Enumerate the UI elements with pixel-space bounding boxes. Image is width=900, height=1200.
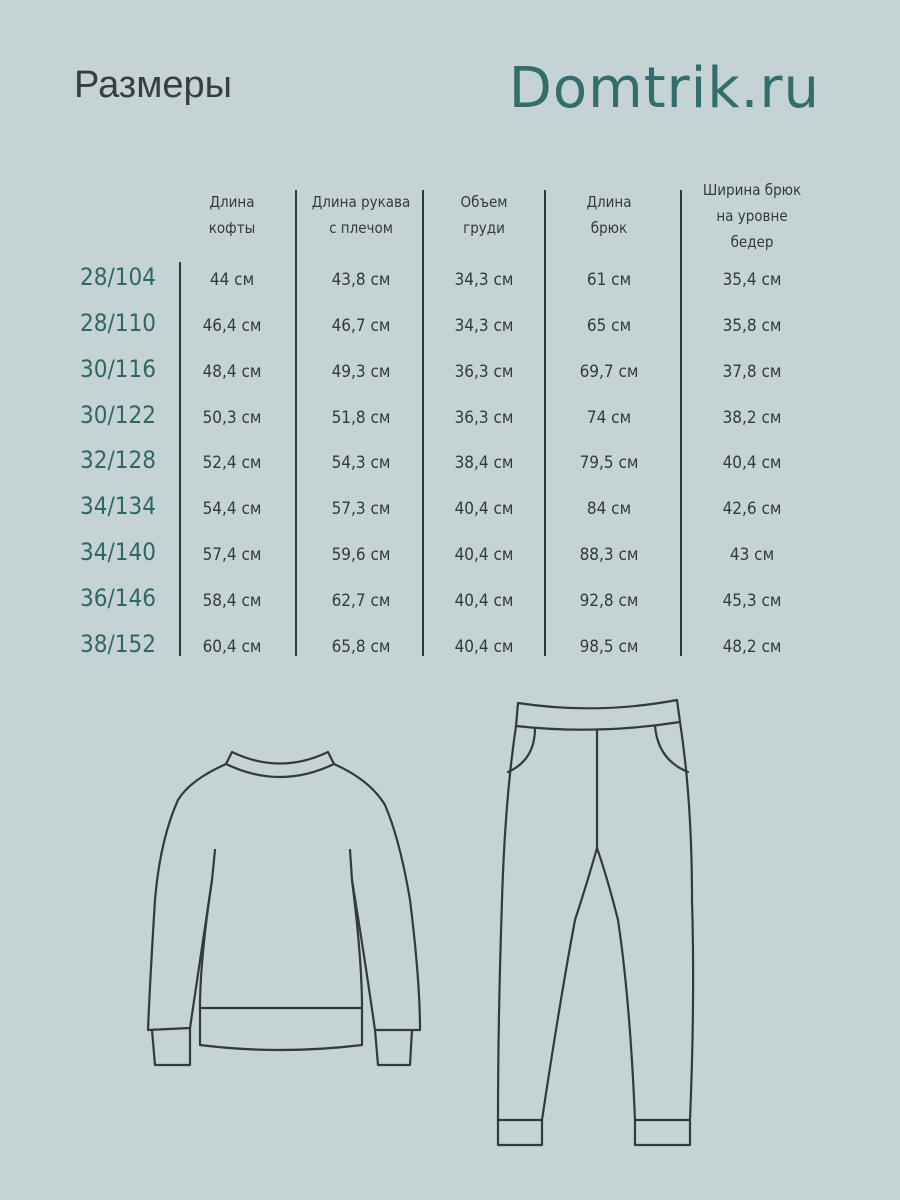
table-cell: 48,4 см [202,362,262,382]
table-cell: 43,8 см [331,270,391,290]
table-cell: 54,4 см [202,499,262,519]
column-header-line: Длина рукава [311,193,411,211]
column-divider [179,262,181,656]
table-cell: 92,8 см [579,591,639,611]
table-cell: 42,6 см [722,499,782,519]
table-cell: 36,3 см [454,408,514,428]
table-cell: 65,8 см [331,637,391,657]
column-divider [680,190,682,656]
table-cell: 35,8 см [722,316,782,336]
column-divider [544,190,546,656]
column-header-line: на уровне [716,207,788,225]
column-divider [422,190,424,656]
table-cell: 34,3 см [454,316,514,336]
table-cell: 52,4 см [202,453,262,473]
table-cell: 37,8 см [722,362,782,382]
table-cell: 65 см [586,316,632,336]
table-cell: 79,5 см [579,453,639,473]
table-cell: 50,3 см [202,408,262,428]
table-cell: 45,3 см [722,591,782,611]
table-cell: 34,3 см [454,270,514,290]
pants-icon [496,698,695,1147]
size-label: 36/146 [80,584,156,612]
table-cell: 60,4 см [202,637,262,657]
column-header-line: Длина [209,193,255,211]
table-cell: 54,3 см [331,453,391,473]
table-cell: 84 см [586,499,632,519]
table-cell: 43 см [729,545,775,565]
column-header: Длина кофты [162,189,302,241]
column-header: Длина брюк [539,189,679,241]
table-cell: 44 см [209,270,255,290]
table-cell: 40,4 см [722,453,782,473]
column-header-line: груди [463,219,505,237]
size-label: 28/104 [80,263,156,291]
size-label: 32/128 [80,446,156,474]
sweatshirt-icon [146,750,422,1067]
size-label: 34/134 [80,492,156,520]
table-cell: 74 см [586,408,632,428]
table-cell: 57,4 см [202,545,262,565]
column-header-line: с плечом [329,219,393,237]
table-cell: 62,7 см [331,591,391,611]
column-header-line: кофты [208,219,256,237]
table-cell: 46,7 см [331,316,391,336]
table-cell: 35,4 см [722,270,782,290]
table-cell: 88,3 см [579,545,639,565]
table-cell: 48,2 см [722,637,782,657]
column-header: Длина рукава с плечом [291,189,431,241]
column-header-line: Объем [460,193,508,211]
table-cell: 51,8 см [331,408,391,428]
size-label: 38/152 [80,630,156,658]
table-cell: 98,5 см [579,637,639,657]
table-cell: 46,4 см [202,316,262,336]
column-header: Объем груди [414,189,554,241]
table-cell: 40,4 см [454,499,514,519]
table-cell: 69,7 см [579,362,639,382]
table-cell: 57,3 см [331,499,391,519]
table-cell: 59,6 см [331,545,391,565]
table-cell: 38,2 см [722,408,782,428]
size-label: 28/110 [80,309,156,337]
table-cell: 40,4 см [454,591,514,611]
column-header-line: бедер [730,233,774,251]
brand-logo: Domtrik.ru [508,56,820,121]
size-label: 34/140 [80,538,156,566]
page-title: Размеры [74,64,232,106]
size-label: 30/122 [80,401,156,429]
column-header: Ширина брюк на уровне бедер [682,177,822,255]
table-cell: 38,4 см [454,453,514,473]
table-cell: 36,3 см [454,362,514,382]
table-cell: 40,4 см [454,545,514,565]
table-cell: 49,3 см [331,362,391,382]
size-label: 30/116 [80,355,156,383]
table-cell: 61 см [586,270,632,290]
table-cell: 40,4 см [454,637,514,657]
table-cell: 58,4 см [202,591,262,611]
column-header-line: Ширина брюк [702,181,802,199]
column-divider [295,190,297,656]
column-header-line: брюк [590,219,628,237]
column-header-line: Длина [586,193,632,211]
